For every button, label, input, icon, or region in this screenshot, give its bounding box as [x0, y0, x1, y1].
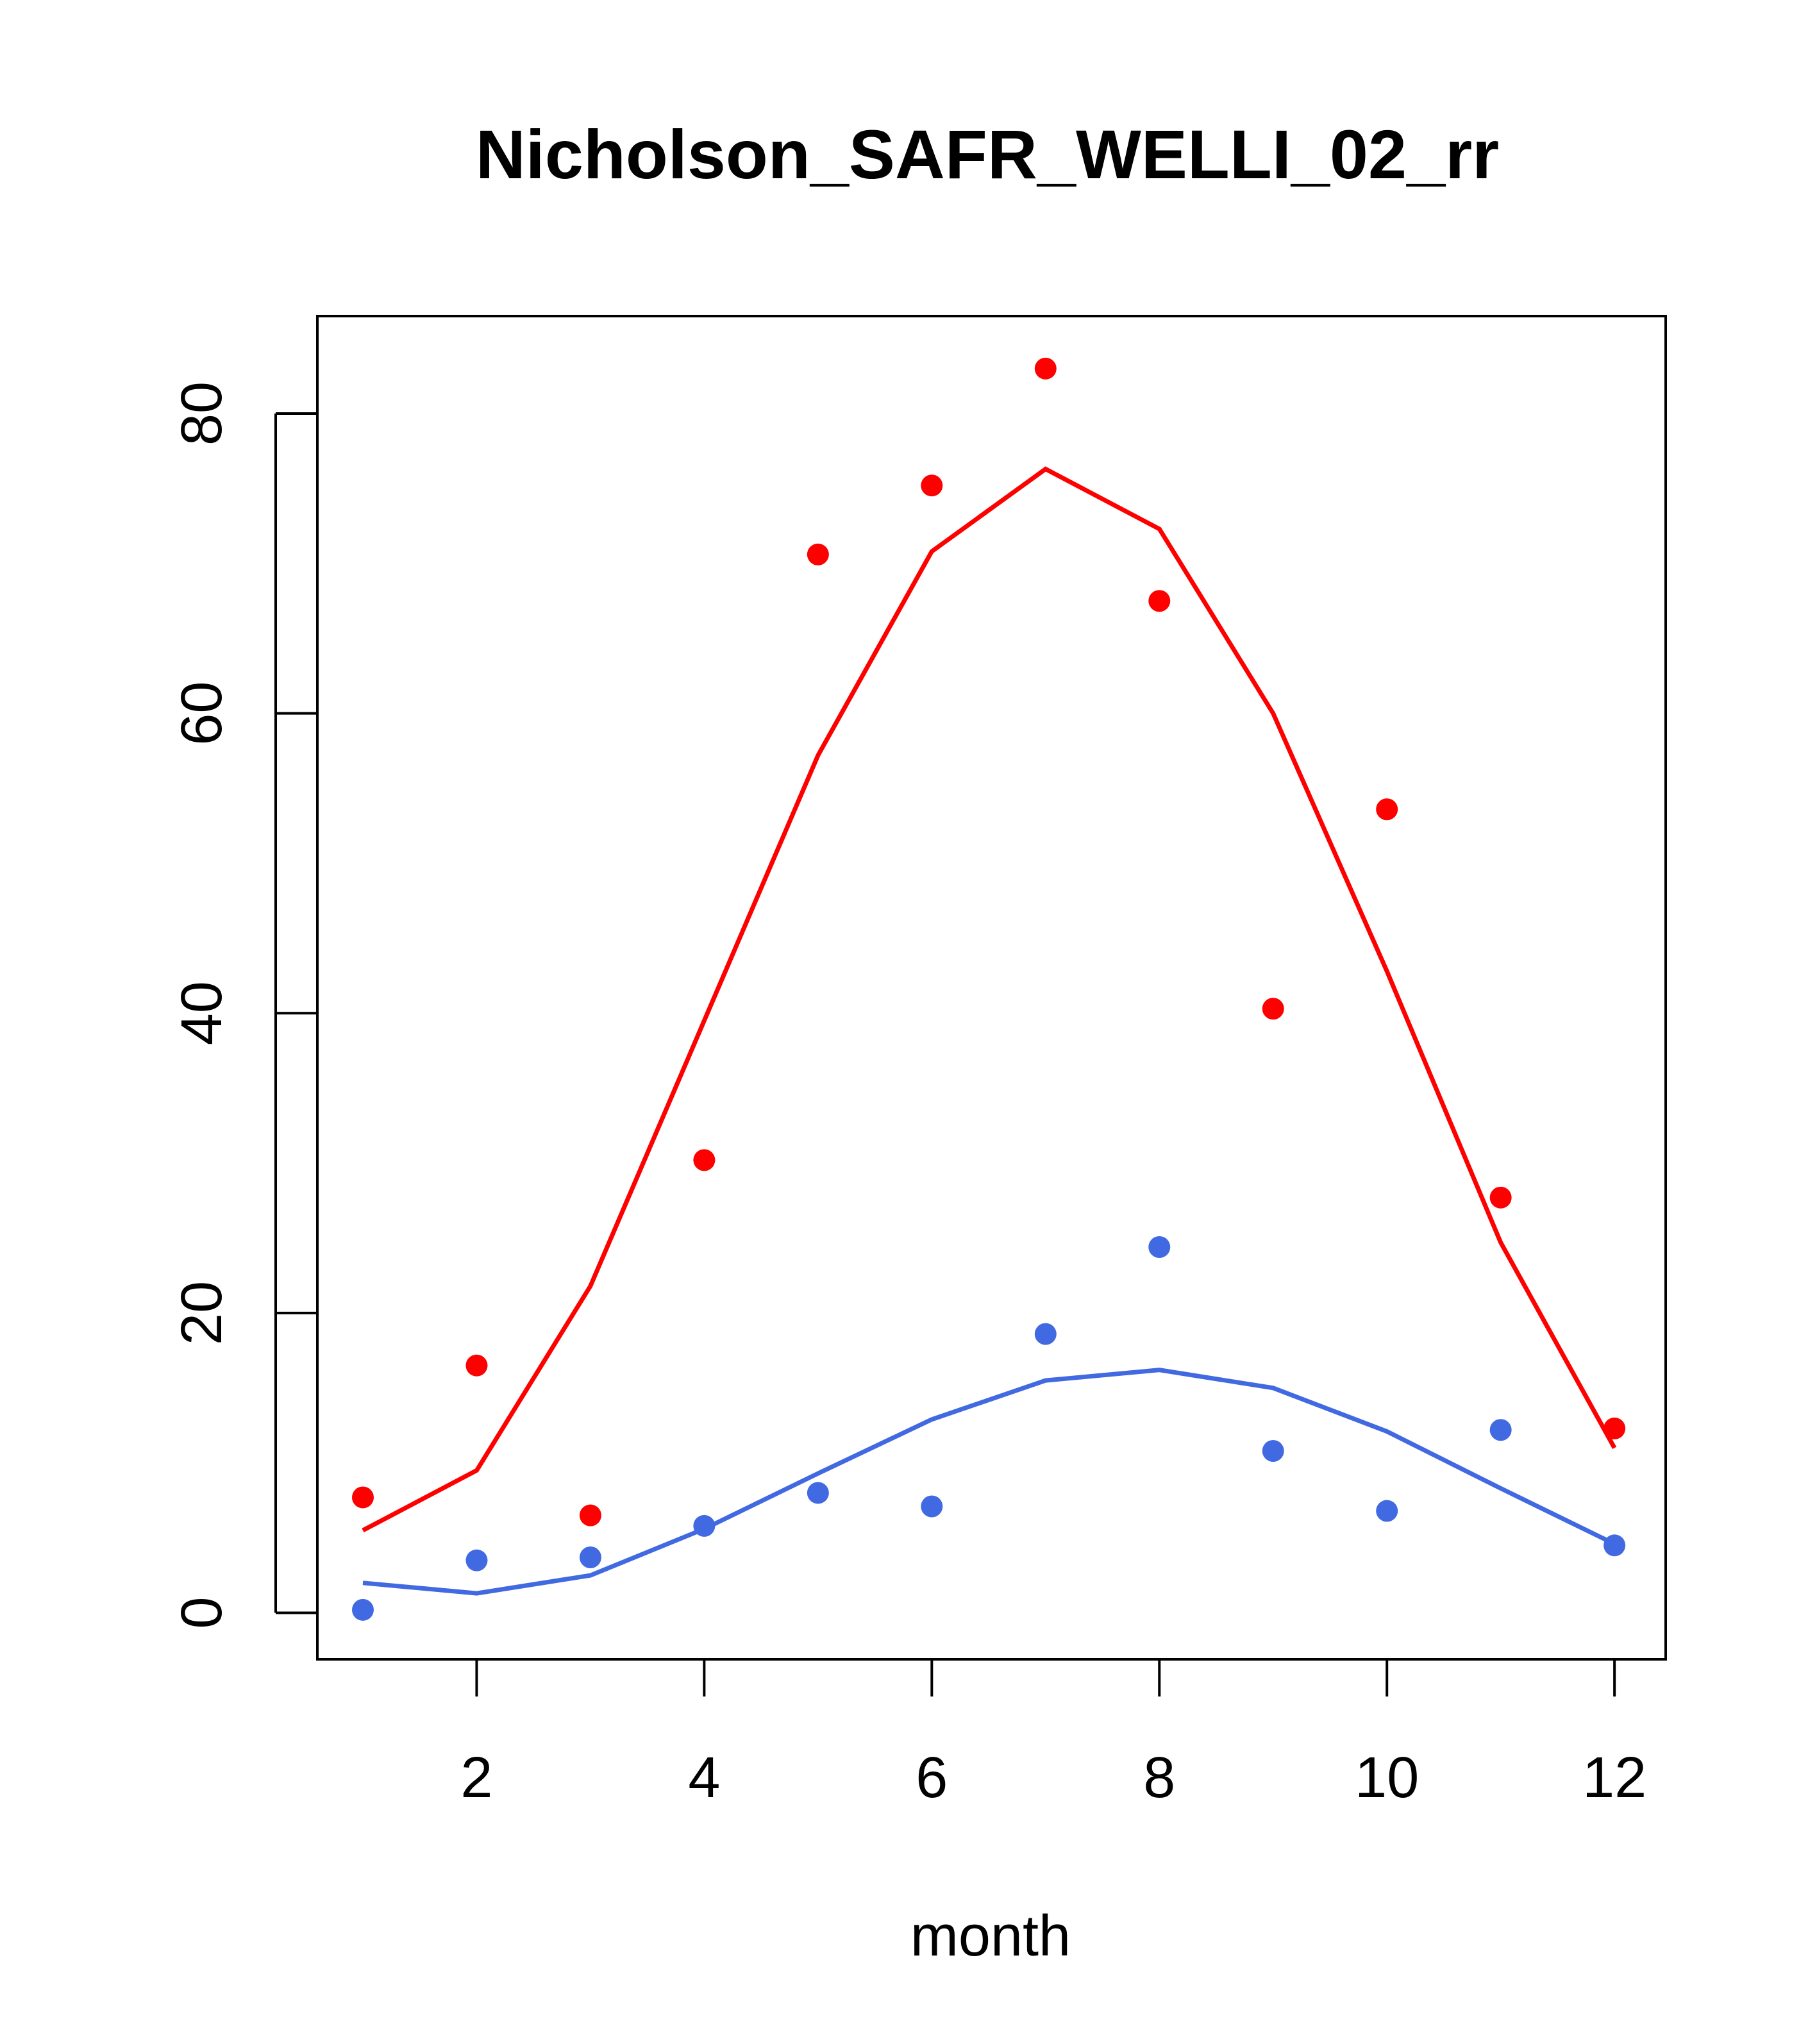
x-tick-label: 8	[1143, 1746, 1175, 1810]
series-layer	[351, 357, 1626, 1621]
red-point	[1376, 798, 1398, 821]
blue-point	[807, 1482, 829, 1504]
blue-point	[1489, 1419, 1512, 1441]
y-tick-label: 20	[170, 1281, 234, 1345]
blue-point	[1262, 1439, 1284, 1462]
red-point	[1603, 1417, 1626, 1439]
red-point	[579, 1504, 601, 1527]
y-tick-label: 0	[170, 1596, 234, 1629]
red-point	[693, 1149, 716, 1171]
blue-point	[1376, 1500, 1398, 1522]
blue-point	[465, 1549, 488, 1571]
red-point	[1034, 357, 1057, 380]
red-point	[351, 1486, 374, 1509]
y-axis: 0 20 40 60 80	[170, 381, 317, 1629]
x-tick-label: 10	[1355, 1746, 1419, 1810]
y-tick-label: 60	[170, 682, 234, 746]
blue-point	[1148, 1236, 1171, 1259]
y-tick-label: 40	[170, 981, 234, 1045]
x-tick-label: 2	[460, 1746, 492, 1810]
x-tick-label: 12	[1582, 1746, 1646, 1810]
chart-title: Nicholson_SAFR_WELLI_02_rr	[476, 115, 1499, 193]
red-point	[1148, 590, 1171, 612]
blue-point	[579, 1546, 601, 1569]
red-point	[465, 1354, 488, 1377]
x-tick-label: 4	[688, 1746, 720, 1810]
blue-point	[693, 1514, 716, 1537]
x-axis-label: month	[910, 1904, 1071, 1968]
blue-point	[1034, 1323, 1057, 1345]
x-axis: 2 4 6 8 10 12	[460, 1658, 1646, 1810]
red-point	[1489, 1186, 1512, 1209]
red-point	[921, 474, 943, 497]
blue-point	[921, 1495, 943, 1518]
blue-curve	[362, 1368, 1616, 1596]
y-tick-label: 80	[170, 381, 234, 446]
plot-frame	[316, 315, 1667, 1661]
red-point	[1262, 998, 1284, 1020]
red-curve	[362, 466, 1617, 1532]
x-tick-label: 6	[916, 1746, 948, 1810]
blue-point	[351, 1598, 374, 1621]
blue-point	[1603, 1534, 1626, 1557]
red-point	[807, 543, 829, 565]
